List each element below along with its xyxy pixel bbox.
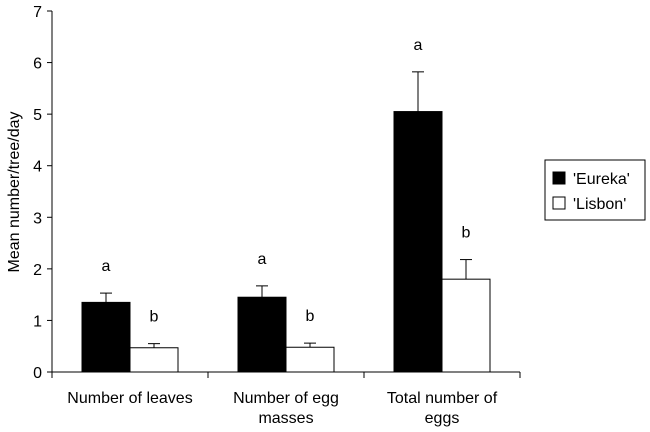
category-label-0: Number of leaves bbox=[67, 390, 192, 407]
significance-label: b bbox=[462, 225, 471, 242]
y-tick-label-4: 4 bbox=[33, 159, 42, 176]
legend-swatch-eureka bbox=[552, 171, 566, 185]
legend-box bbox=[544, 159, 646, 221]
category-label-1: Number of egg bbox=[233, 390, 339, 407]
legend-label-eureka: 'Eureka' bbox=[573, 171, 630, 188]
bar-lisbon-2 bbox=[441, 278, 491, 373]
category-labels: Number of leaves Number of egg masses Total… bbox=[67, 390, 497, 427]
bars: a b a b a b bbox=[81, 37, 491, 373]
significance-label: a bbox=[102, 258, 111, 275]
significance-label: a bbox=[414, 37, 423, 54]
legend-swatch-lisbon bbox=[552, 196, 566, 210]
bar-eureka-0 bbox=[81, 301, 131, 373]
bar-lisbon-0 bbox=[129, 347, 179, 373]
significance-label: b bbox=[150, 309, 159, 326]
y-tick-label-0: 0 bbox=[33, 365, 42, 382]
x-axis bbox=[51, 371, 521, 378]
y-tick-label-3: 3 bbox=[33, 210, 42, 227]
category-label-2: Total number of bbox=[387, 390, 498, 407]
bar-eureka-2 bbox=[393, 111, 443, 373]
legend: 'Eureka' 'Lisbon' bbox=[544, 159, 646, 221]
legend-label-lisbon: 'Lisbon' bbox=[573, 196, 626, 213]
y-tick-label-5: 5 bbox=[33, 107, 42, 124]
category-label-2: eggs bbox=[425, 410, 460, 427]
significance-label: b bbox=[306, 308, 315, 325]
bar-eureka-1 bbox=[237, 296, 287, 373]
y-tick-label-6: 6 bbox=[33, 56, 42, 73]
category-label-1: masses bbox=[258, 410, 313, 427]
significance-label: a bbox=[258, 251, 267, 268]
y-axis: 0 1 2 3 4 5 6 7 bbox=[33, 4, 53, 382]
bar-lisbon-1 bbox=[285, 346, 335, 373]
y-tick-label-2: 2 bbox=[33, 262, 42, 279]
y-tick-label-1: 1 bbox=[33, 313, 42, 330]
y-tick-label-7: 7 bbox=[33, 4, 42, 21]
y-axis-label: Mean number/tree/day bbox=[6, 112, 23, 273]
